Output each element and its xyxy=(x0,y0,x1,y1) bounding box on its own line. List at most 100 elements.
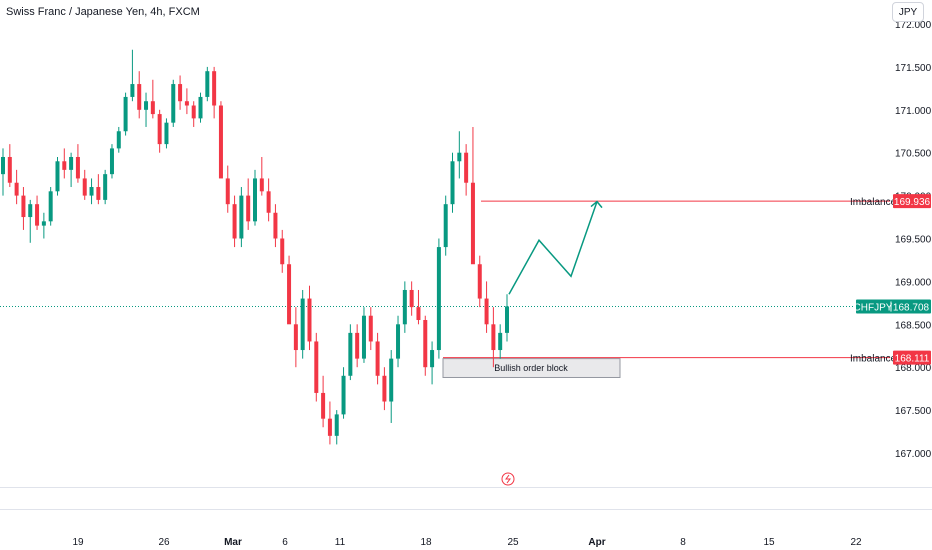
currency-button[interactable]: JPY xyxy=(892,2,924,22)
imbalance-price-value: 168.111 xyxy=(895,354,930,365)
candle-body xyxy=(232,204,237,239)
candle-body xyxy=(266,191,271,213)
x-tick-label: 18 xyxy=(420,537,432,548)
candle-body xyxy=(218,105,223,179)
candle-body xyxy=(300,298,305,351)
candle-body xyxy=(477,264,482,299)
candle-body xyxy=(69,156,74,170)
candle-body xyxy=(361,315,366,359)
candle-body xyxy=(327,418,332,436)
candle-body xyxy=(293,324,298,351)
candle-body xyxy=(457,152,462,162)
chart-title: Swiss Franc / Japanese Yen, 4h, FXCM xyxy=(6,6,200,18)
candle-body xyxy=(116,131,121,149)
x-tick-label: 11 xyxy=(335,537,346,548)
lightning-bolt-glyph xyxy=(505,474,511,484)
candle-body xyxy=(178,84,183,102)
candle-body xyxy=(123,96,128,132)
candle-body xyxy=(389,358,394,402)
candle-body xyxy=(259,178,264,192)
candle-body xyxy=(62,161,67,170)
y-tick-label: 172.000 xyxy=(895,20,932,31)
candle-body xyxy=(314,341,319,393)
projected-path xyxy=(508,201,598,295)
candle-body xyxy=(368,315,373,342)
candle-body xyxy=(436,247,441,351)
candle-body xyxy=(246,195,251,222)
candle-body xyxy=(416,307,421,321)
candle-body xyxy=(55,161,60,192)
candle-body xyxy=(28,204,33,218)
candle-body xyxy=(443,204,448,248)
candle-body xyxy=(35,204,40,226)
candle-body xyxy=(164,122,169,145)
candle-body xyxy=(464,152,469,183)
candle-body xyxy=(144,101,149,110)
candle-body xyxy=(280,238,285,265)
time-axis-separator xyxy=(0,509,932,510)
candle-body xyxy=(75,156,80,179)
imbalance-price-value: 169.936 xyxy=(894,197,931,208)
y-tick-label: 171.000 xyxy=(895,106,932,117)
imbalance-price-tag xyxy=(893,350,931,365)
candle-body xyxy=(212,71,217,106)
x-tick-label: 22 xyxy=(850,537,862,548)
candle-body xyxy=(355,332,360,359)
candle-body xyxy=(205,71,210,97)
candle-body xyxy=(89,187,94,196)
candle-body xyxy=(402,289,407,325)
x-tick-label: Mar xyxy=(224,537,242,548)
candle-body xyxy=(191,105,196,119)
imbalance-label: Imbalance xyxy=(850,197,897,208)
candle-body xyxy=(505,306,509,333)
candle-body xyxy=(198,96,203,119)
candle-body xyxy=(273,212,278,239)
candle-body xyxy=(491,324,496,351)
candle-body xyxy=(130,84,135,97)
candle-body xyxy=(171,84,176,123)
candle-body xyxy=(321,392,326,419)
candle-body xyxy=(375,341,380,376)
candle-body xyxy=(334,414,339,436)
candle-body xyxy=(484,298,489,325)
x-tick-label: 26 xyxy=(158,537,170,548)
candle-body xyxy=(341,375,346,415)
y-tick-label: 168.000 xyxy=(895,363,932,374)
x-tick-label: 25 xyxy=(507,537,519,548)
y-tick-label: 170.500 xyxy=(895,149,932,160)
order-block-label: Bullish order block xyxy=(494,363,568,373)
imbalance-price-tag xyxy=(893,194,931,209)
candle-body xyxy=(109,148,114,175)
last-price-tag xyxy=(856,299,931,314)
y-tick-label: 167.500 xyxy=(895,406,932,417)
candle-body xyxy=(96,187,101,200)
candle-body xyxy=(150,101,155,115)
y-tick-label: 169.500 xyxy=(895,235,932,246)
candle-body xyxy=(348,332,353,376)
candle-body xyxy=(225,178,230,205)
candle-body xyxy=(1,156,5,175)
candle-body xyxy=(157,114,162,145)
x-tick-label: 15 xyxy=(763,537,775,548)
candle-body xyxy=(430,350,435,368)
candle-body xyxy=(470,182,475,265)
candle-body xyxy=(82,178,87,196)
x-tick-label: 6 xyxy=(282,537,288,548)
candle-body xyxy=(382,375,387,402)
candle-body xyxy=(409,289,414,308)
x-tick-label: 19 xyxy=(72,537,84,548)
y-tick-label: 167.000 xyxy=(895,449,932,460)
candle-body xyxy=(48,191,53,222)
candle-body xyxy=(103,174,108,200)
candle-body xyxy=(498,332,503,351)
candle-body xyxy=(307,298,312,342)
candle-body xyxy=(21,195,26,218)
candle-body xyxy=(423,320,428,368)
x-tick-label: 8 xyxy=(680,537,686,548)
y-tick-label: 168.500 xyxy=(895,320,932,331)
candle-body xyxy=(41,221,46,226)
order-block-zone xyxy=(442,358,621,378)
projected-path-arrowhead xyxy=(590,200,603,209)
x-tick-label: Apr xyxy=(588,537,605,548)
